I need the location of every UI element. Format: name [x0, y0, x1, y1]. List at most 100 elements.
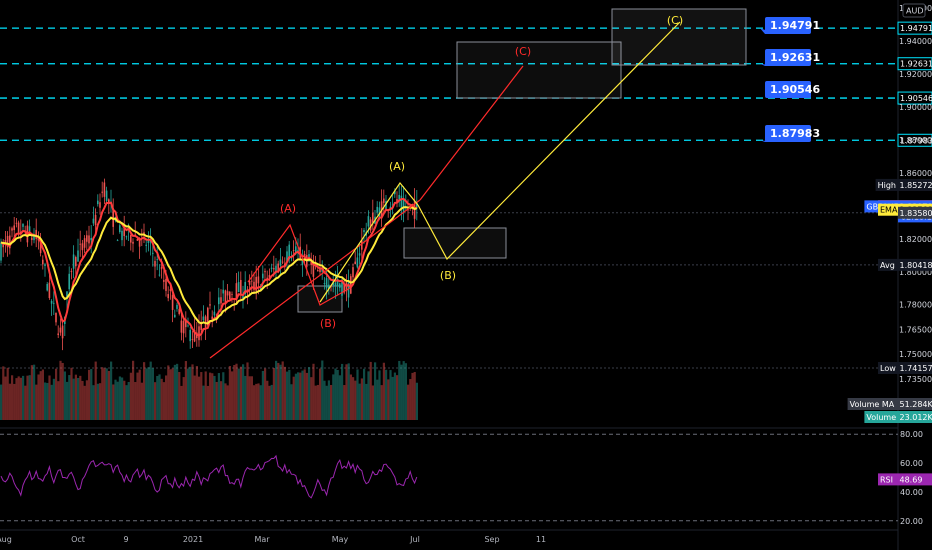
rsi-tick-label: 20.00: [900, 517, 923, 526]
candle-body: [70, 271, 73, 272]
marker-name-box: [878, 473, 898, 486]
volume-bar: [52, 378, 55, 420]
volume-bar: [8, 383, 11, 420]
axis-marker: Volume MA 51.284K: [847, 398, 932, 410]
volume-bar: [55, 368, 58, 420]
projection-level-value: 1.94791: [900, 24, 932, 33]
wave-projections: (A) (B) (C) (A) (B) (C): [209, 14, 683, 359]
ema-lines: [0, 197, 418, 338]
candle-body: [55, 312, 57, 323]
candle-body: [218, 297, 220, 305]
candle-body: [176, 304, 178, 309]
projection-level-tag: [897, 57, 932, 71]
candle-body: [116, 240, 119, 242]
volume-bar: [70, 367, 73, 420]
candle-body: [394, 190, 396, 195]
candle-body: [145, 244, 147, 246]
volume-bar: [94, 361, 97, 420]
candle-body: [248, 280, 251, 285]
volume-bar: [178, 372, 181, 420]
volume-bar: [211, 373, 214, 420]
volume-bar: [2, 366, 5, 420]
candle-body: [174, 314, 176, 318]
price-tick-label: 1.90000: [899, 103, 932, 112]
candle-body: [409, 205, 411, 207]
volume-bar: [132, 360, 135, 420]
candle-body: [312, 264, 315, 277]
time-tick-label: 2021: [183, 535, 203, 544]
candle-body: [211, 316, 213, 320]
volume-bar: [354, 380, 357, 420]
volume-bar: [323, 380, 326, 420]
candle-body: [94, 214, 97, 225]
projection-level-value: 1.92631: [900, 60, 932, 69]
volume-bar: [204, 371, 207, 420]
volume-bar: [268, 385, 271, 420]
candle-body: [35, 229, 37, 239]
volume-bar: [110, 361, 113, 420]
wave-label: (A): [280, 202, 296, 215]
candle-body: [400, 195, 403, 208]
volume-bar: [404, 363, 407, 420]
candle-body: [222, 289, 224, 294]
callout-box: [765, 17, 811, 34]
volume-bar: [257, 383, 260, 420]
volume-bar: [233, 365, 236, 420]
volume-bar: [330, 384, 333, 420]
volume-bar: [374, 362, 377, 420]
marker-value: 1.85272: [900, 181, 932, 190]
candle-body: [336, 278, 339, 287]
volume-bar: [103, 368, 106, 420]
volume-bar: [169, 369, 172, 420]
price-tick-label: 1.73500: [899, 375, 932, 384]
marker-name: Avg: [880, 261, 895, 270]
candle-body: [13, 225, 15, 231]
volume-bar: [44, 382, 47, 420]
projection-levels: 1.94791 1.92631 1.90546 1.87983: [0, 21, 932, 147]
red-projection: [419, 65, 524, 201]
candle-body: [200, 322, 202, 330]
volume-bar: [237, 368, 240, 420]
volume-bar: [305, 372, 308, 420]
volume-bar: [360, 378, 363, 420]
candle-body: [372, 212, 374, 223]
volume-bar: [363, 368, 366, 420]
volume-bar: [231, 371, 234, 420]
volume-bar: [297, 372, 300, 420]
volume-bar: [255, 383, 258, 420]
candle-body: [105, 190, 108, 201]
volume-bar: [279, 364, 282, 420]
volume-bar: [239, 366, 242, 420]
volume-bar: [83, 385, 86, 420]
target-box-yellow-c: [611, 8, 747, 66]
callout-label: 1.92631: [770, 51, 820, 64]
volume-bar: [193, 375, 196, 420]
volume-bar: [61, 362, 64, 420]
volume-bar: [22, 375, 25, 420]
candle-body: [416, 202, 418, 209]
volume-bar: [246, 362, 249, 420]
volume-bar: [349, 374, 352, 420]
volume-bar: [85, 380, 88, 420]
candle-body: [231, 294, 233, 295]
candle-body: [383, 198, 385, 203]
candle-body: [6, 236, 9, 248]
marker-value-box: [898, 178, 932, 191]
candle-body: [185, 319, 187, 328]
volume-bar: [325, 385, 328, 420]
volume-bar: [385, 369, 388, 420]
level-callouts[interactable]: 1.94791 1.92631 1.90546 1.87983: [760, 17, 820, 142]
volume-bar: [389, 370, 392, 420]
volume-bar: [292, 376, 295, 420]
marker-name-box: [864, 411, 898, 423]
marker-name-box: [847, 398, 898, 410]
volume-bar: [402, 361, 405, 420]
volume-bar: [270, 384, 273, 420]
candle-body: [220, 297, 222, 304]
volume-bar: [259, 385, 262, 420]
candle-body: [39, 242, 42, 254]
volume-bar: [125, 385, 128, 420]
price-tick-label: 1.86000: [899, 169, 932, 178]
marker-value-box: [898, 258, 932, 271]
volume-bar: [310, 377, 313, 420]
